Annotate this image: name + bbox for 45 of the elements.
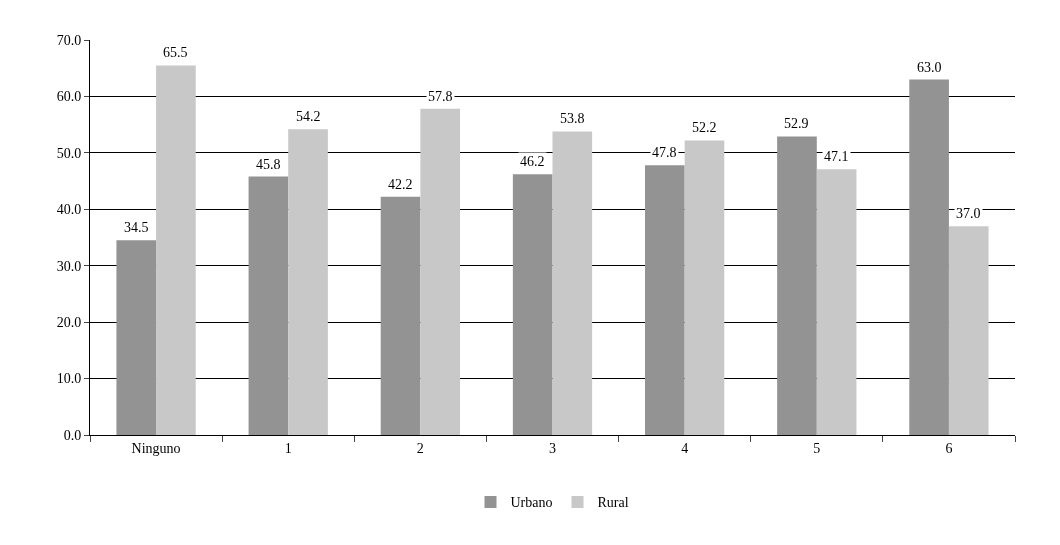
y-tick-label: 20.0 <box>56 315 82 331</box>
data-label: 65.5 <box>163 45 188 60</box>
bar <box>156 65 196 435</box>
y-tick-label: 70.0 <box>56 32 82 48</box>
data-label: 42.2 <box>388 177 413 192</box>
data-label: 57.8 <box>428 89 453 104</box>
bar <box>909 79 949 435</box>
bar <box>116 240 157 435</box>
y-tick-label: 40.0 <box>56 202 82 218</box>
data-label: 46.2 <box>520 154 545 169</box>
data-label: 34.5 <box>124 220 149 235</box>
data-label: 47.8 <box>652 145 677 160</box>
bar <box>777 136 817 435</box>
x-tick-label: 5 <box>813 440 821 456</box>
data-label: 52.2 <box>692 120 717 135</box>
x-tick-label: Ninguno <box>131 440 181 456</box>
bar <box>512 174 553 435</box>
legend-label: Rural <box>597 495 629 511</box>
data-label: 52.9 <box>784 116 809 131</box>
bar <box>420 108 460 435</box>
x-tick-label: 1 <box>284 440 292 456</box>
bar <box>684 140 725 435</box>
bar <box>816 169 857 435</box>
x-tick-label: 2 <box>416 440 424 456</box>
bar <box>948 226 989 435</box>
x-tick-label: 6 <box>945 440 953 456</box>
bar <box>380 196 421 435</box>
bar <box>552 131 593 435</box>
y-tick-label: 10.0 <box>56 371 82 387</box>
bar <box>645 165 685 435</box>
data-label: 37.0 <box>956 206 981 221</box>
x-tick-label: 3 <box>549 440 556 456</box>
y-tick-label: 30.0 <box>56 258 82 274</box>
data-label: 63.0 <box>917 60 942 75</box>
x-tick-label: 4 <box>681 440 689 456</box>
y-tick-label: 0.0 <box>63 427 82 443</box>
y-tick-label: 60.0 <box>56 89 82 105</box>
bar <box>248 176 289 435</box>
data-label: 53.8 <box>560 111 585 126</box>
data-label: 45.8 <box>256 157 281 172</box>
y-tick-label: 50.0 <box>56 145 82 161</box>
data-label: 47.1 <box>824 149 849 164</box>
legend-label: Urbano <box>510 495 553 511</box>
data-label: 54.2 <box>296 109 321 124</box>
bar <box>288 129 328 435</box>
